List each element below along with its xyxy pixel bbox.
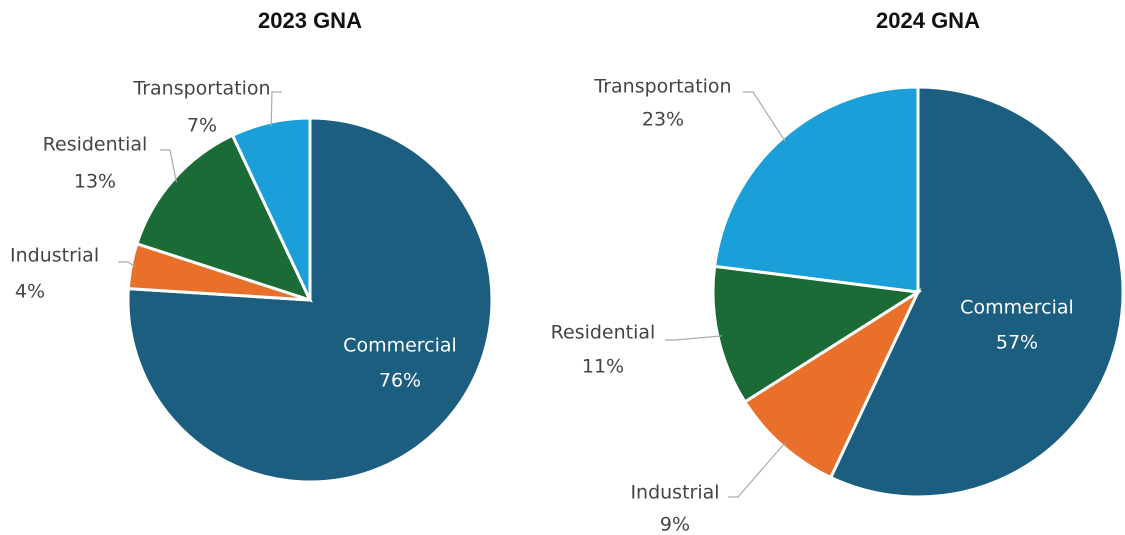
chart-title: 2023 GNA bbox=[258, 8, 362, 33]
slice-label: Commercial bbox=[960, 297, 1074, 319]
slice-value: 57% bbox=[996, 332, 1038, 354]
slice-label: Transportation bbox=[132, 78, 270, 100]
slice-label: Industrial bbox=[10, 245, 99, 267]
slice-label: Transportation bbox=[593, 76, 731, 98]
pie-slice bbox=[828, 85, 1125, 499]
leader-line bbox=[728, 442, 786, 498]
pie-slice bbox=[135, 133, 313, 303]
slice-value: 9% bbox=[660, 514, 690, 535]
slice-value: 76% bbox=[379, 370, 421, 392]
leader-line bbox=[118, 261, 136, 268]
slice-value: 23% bbox=[642, 109, 684, 131]
slice-label: Residential bbox=[43, 134, 148, 156]
pie-slice bbox=[230, 116, 312, 301]
pie-slice bbox=[712, 85, 920, 294]
slice-value: 7% bbox=[187, 115, 217, 137]
slice-label: Industrial bbox=[630, 482, 719, 504]
leader-line bbox=[270, 91, 282, 127]
chart-title: 2024 GNA bbox=[876, 8, 980, 33]
leader-line bbox=[665, 335, 722, 341]
slice-value: 13% bbox=[74, 171, 116, 193]
slice-label: Commercial bbox=[343, 335, 457, 357]
leader-line bbox=[743, 91, 786, 142]
slice-value: 11% bbox=[582, 356, 624, 378]
leader-line bbox=[160, 149, 178, 183]
slice-value: 4% bbox=[15, 281, 45, 303]
pie-slice bbox=[126, 116, 494, 484]
slice-label: Residential bbox=[551, 322, 656, 344]
